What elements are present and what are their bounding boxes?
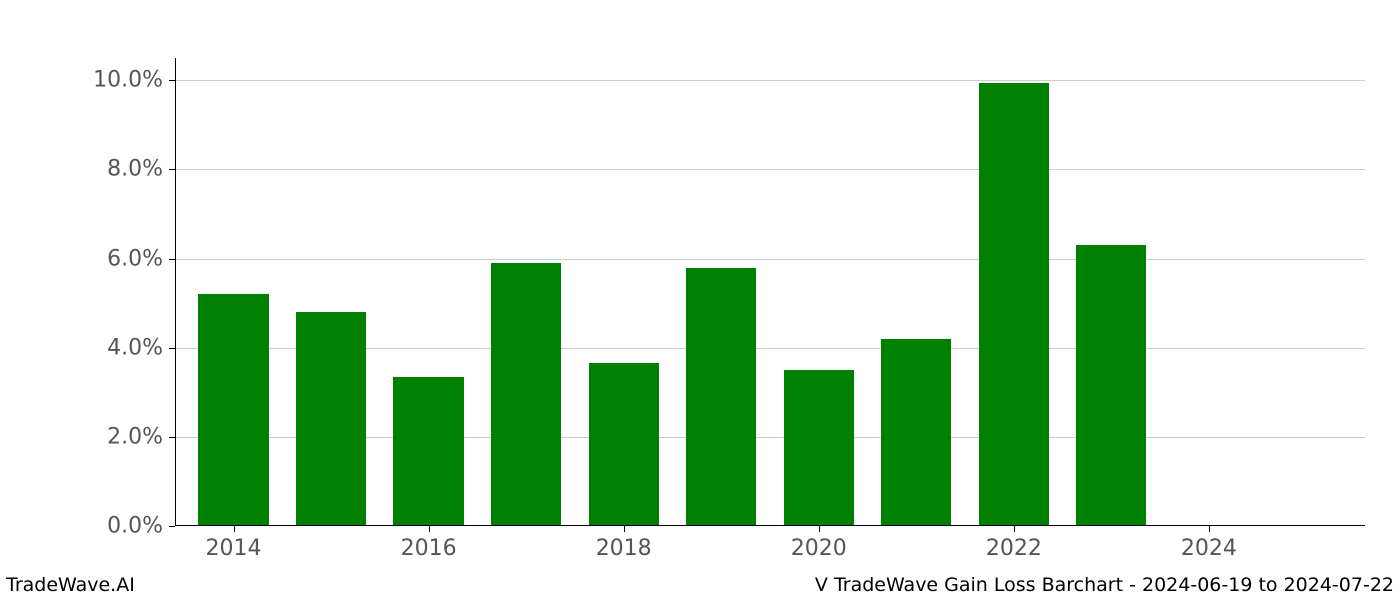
bar: [296, 312, 366, 526]
xtick-label: 2022: [986, 536, 1042, 561]
xtick-label: 2024: [1181, 536, 1237, 561]
chart-container: 0.0% 2.0% 4.0% 6.0% 8.0% 10.0% 2014 2016 2018 202…: [0, 0, 1400, 600]
y-axis-line: [175, 58, 176, 526]
bar: [686, 268, 756, 527]
ytick-mark: [169, 526, 175, 527]
gridline: [175, 169, 1365, 170]
bar: [784, 370, 854, 526]
footer-right-label: V TradeWave Gain Loss Barchart - 2024-06…: [815, 574, 1394, 596]
xtick-label: 2016: [401, 536, 457, 561]
xtick-mark: [429, 526, 430, 532]
xtick-mark: [1209, 526, 1210, 532]
ytick-label: 4.0%: [107, 335, 163, 360]
bar: [881, 339, 951, 526]
footer-left-label: TradeWave.AI: [6, 574, 135, 596]
ytick-label: 2.0%: [107, 424, 163, 449]
bar: [491, 263, 561, 526]
bar: [979, 83, 1049, 526]
ytick-label: 6.0%: [107, 246, 163, 271]
ytick-label: 10.0%: [93, 68, 163, 93]
xtick-label: 2018: [596, 536, 652, 561]
bar: [198, 294, 268, 526]
xtick-mark: [624, 526, 625, 532]
xtick-mark: [234, 526, 235, 532]
xtick-mark: [1014, 526, 1015, 532]
ytick-label: 8.0%: [107, 157, 163, 182]
xtick-label: 2020: [791, 536, 847, 561]
xtick-mark: [819, 526, 820, 532]
bar: [1076, 245, 1146, 526]
ytick-label: 0.0%: [107, 514, 163, 539]
plot-area: 0.0%2.0%4.0%6.0%8.0%10.0%201420162018202…: [175, 58, 1365, 526]
bar: [393, 377, 463, 526]
xtick-label: 2014: [206, 536, 262, 561]
gridline: [175, 259, 1365, 260]
x-axis-line: [175, 525, 1365, 526]
gridline: [175, 80, 1365, 81]
bar: [589, 363, 659, 526]
